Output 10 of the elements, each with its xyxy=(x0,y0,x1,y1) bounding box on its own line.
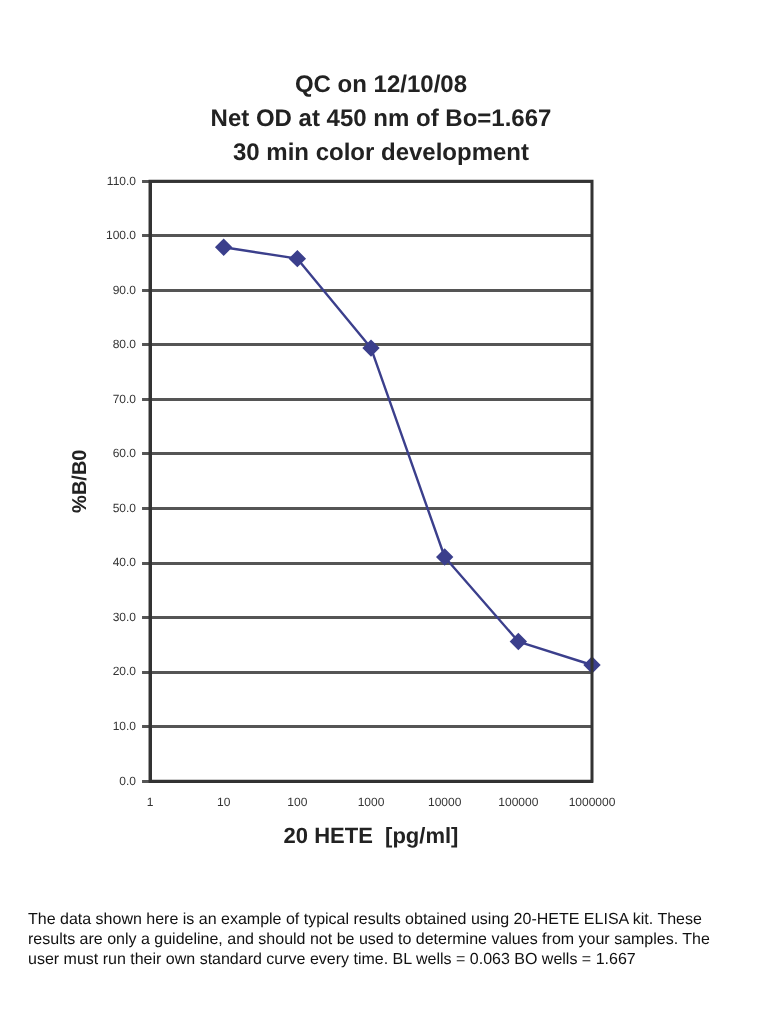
chart-title: QC on 12/10/08 xyxy=(294,70,468,98)
point xyxy=(362,339,380,357)
text: The data shown here is an example of typical results obtained using 20-HETE ELISA kit. These results are only a guideline, and should not be used to determine values from your samples. The user must run their own standard curve every time. BL wells = 0.063 BO wells = 1.667 xyxy=(28,910,712,970)
x-axis-title: 20 HETE [pg/ml] xyxy=(283,824,460,849)
point xyxy=(215,239,232,256)
point xyxy=(510,633,527,650)
point xyxy=(289,250,306,267)
y-axis-title: %B/B0 xyxy=(69,448,92,513)
point xyxy=(436,548,453,566)
chart-subtitle: Net OD at 450 nm of Bo=1.667 30 min color development xyxy=(210,104,552,166)
